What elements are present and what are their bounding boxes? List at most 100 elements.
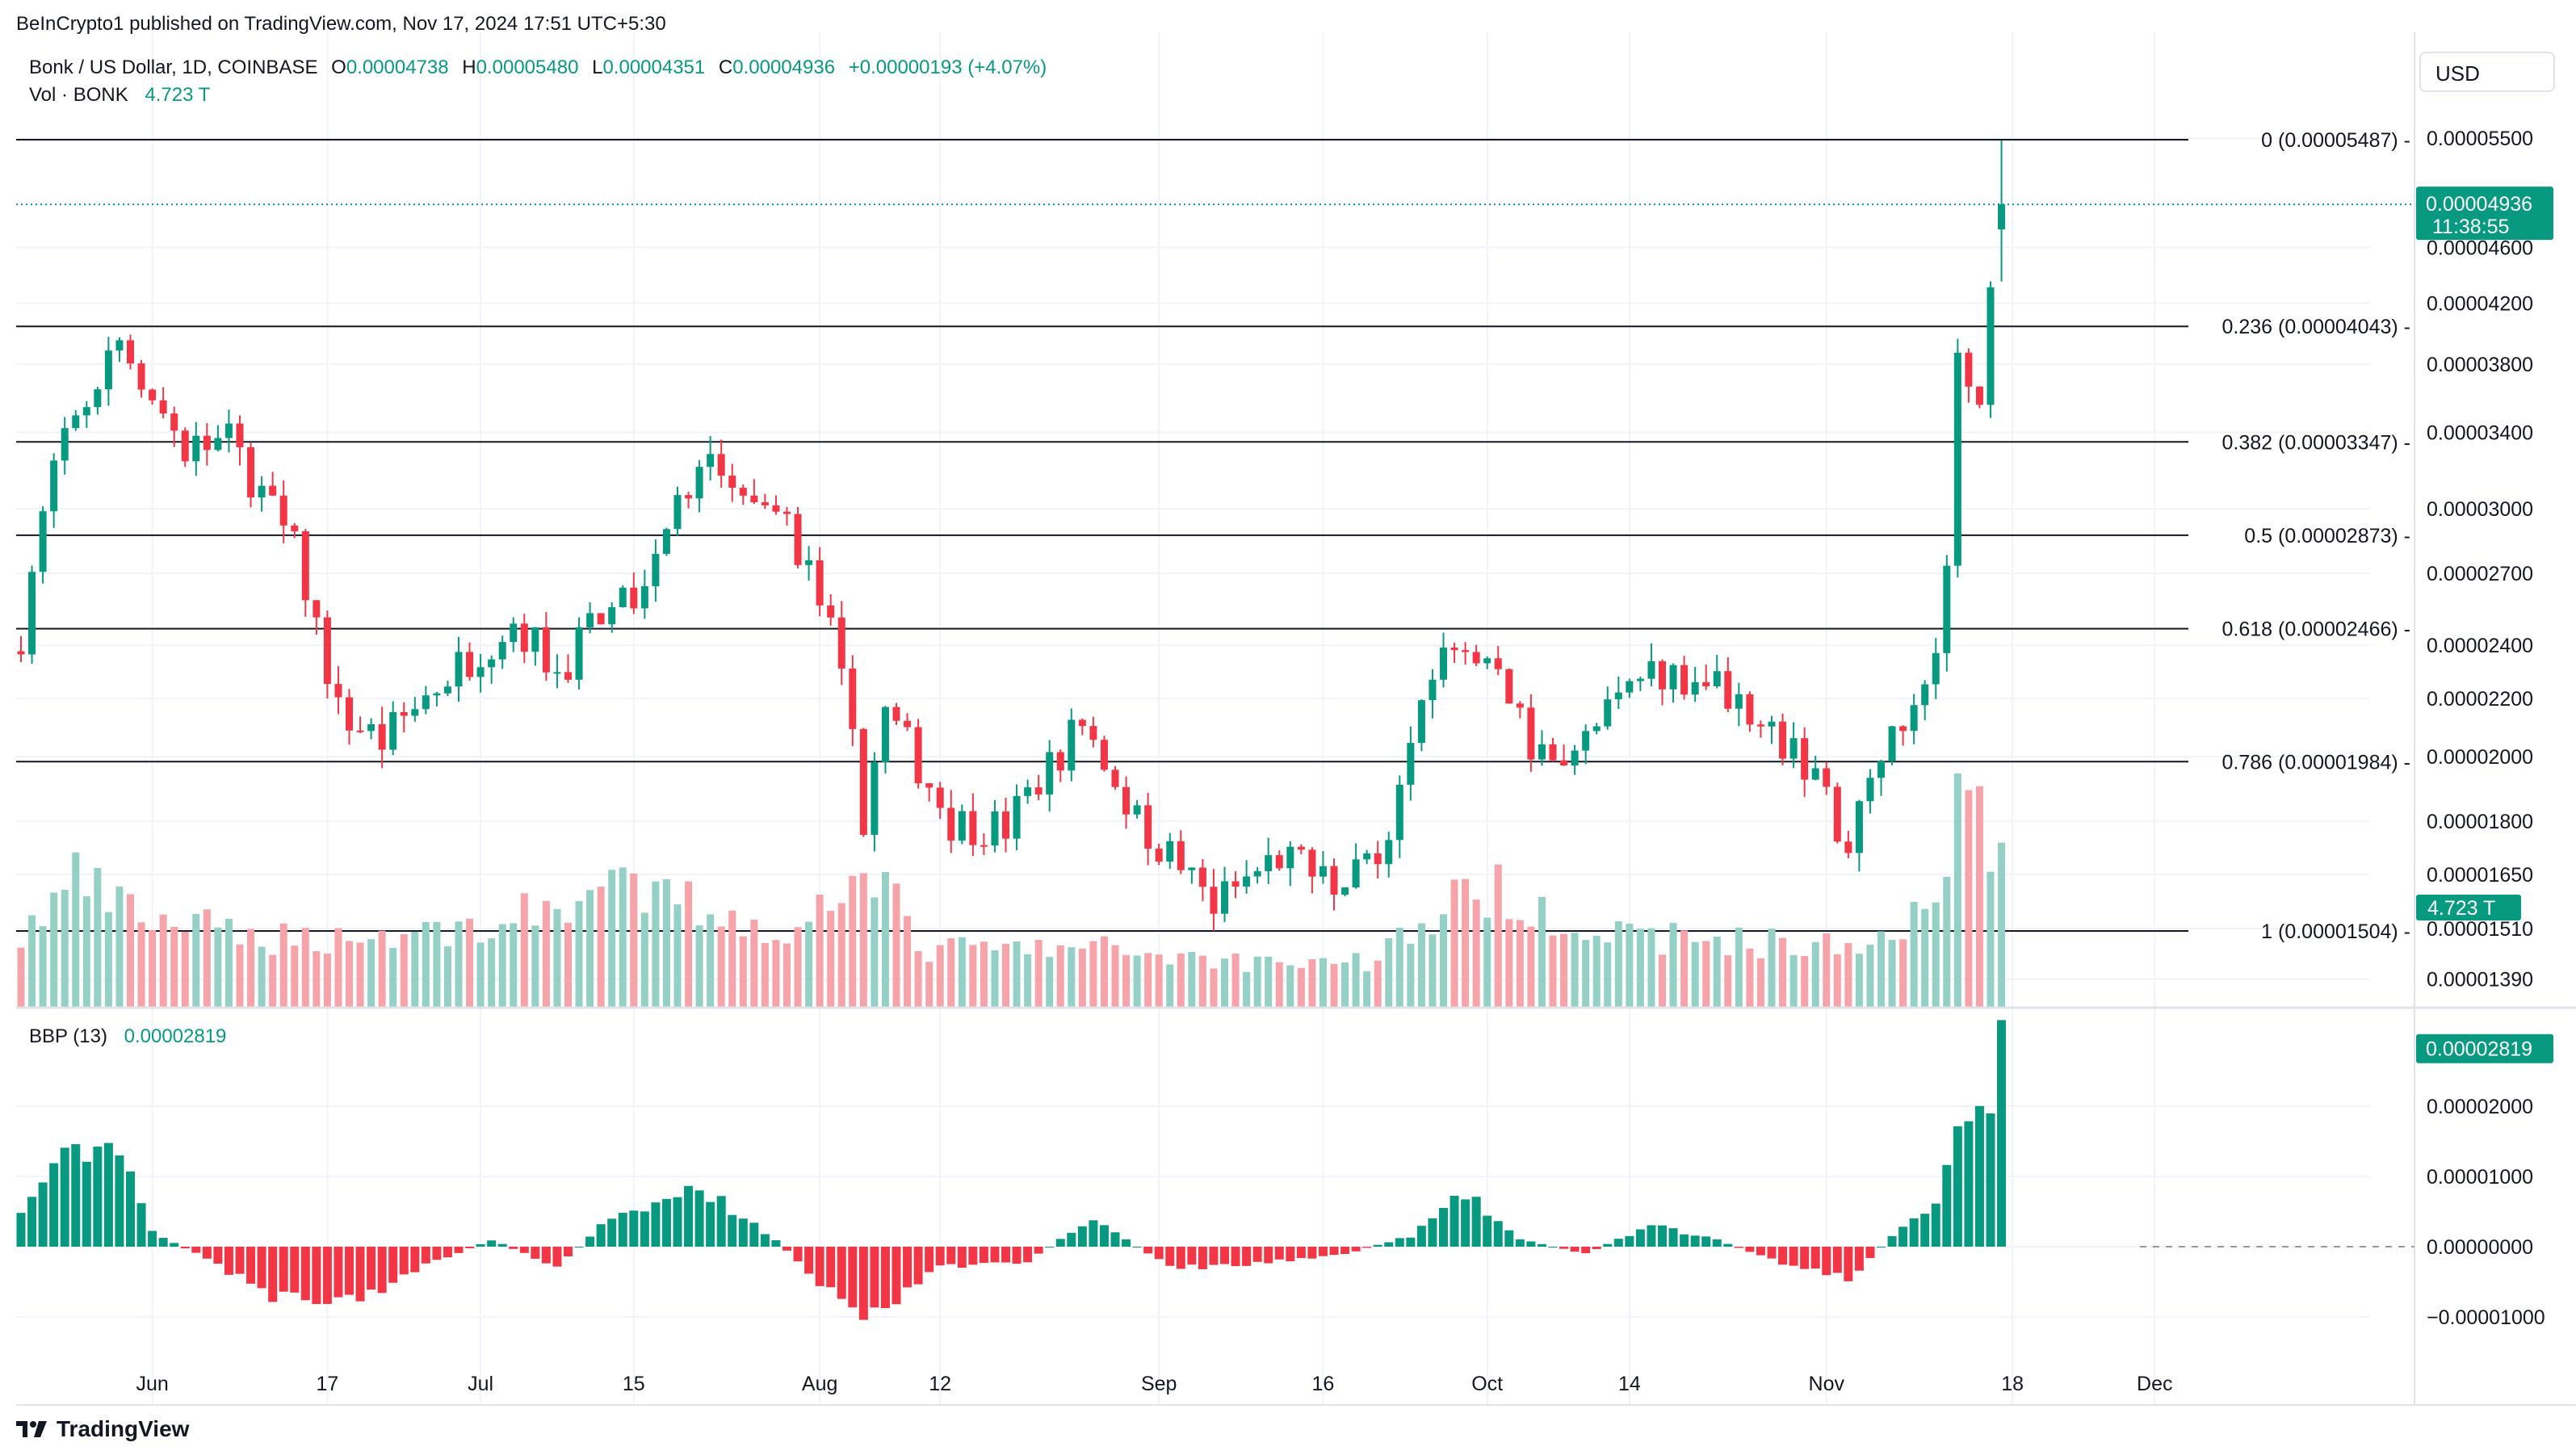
volume-bar bbox=[323, 954, 331, 1008]
candle-body bbox=[1823, 768, 1831, 787]
bbp-bar bbox=[257, 1247, 266, 1289]
volume-bar bbox=[728, 910, 736, 1008]
x-tick-label: Jul bbox=[468, 1373, 493, 1395]
bbp-bar bbox=[454, 1247, 464, 1253]
candle-body bbox=[892, 707, 900, 721]
candle-body bbox=[630, 587, 638, 609]
volume-label[interactable]: Vol · BONK bbox=[29, 84, 128, 106]
volume-bar bbox=[1013, 941, 1021, 1008]
bbp-bar bbox=[531, 1247, 540, 1259]
price-tick-label: 0.00002200 bbox=[2427, 688, 2533, 711]
volume-bar bbox=[50, 892, 58, 1008]
volume-bar bbox=[411, 931, 419, 1008]
candle-body bbox=[575, 627, 583, 680]
price-tick-label: 0.00004200 bbox=[2427, 292, 2533, 315]
bbp-bar bbox=[1603, 1243, 1613, 1247]
bbp-bar bbox=[684, 1185, 694, 1247]
candle-body bbox=[400, 712, 408, 716]
candle-body bbox=[269, 485, 277, 496]
candle-body bbox=[1953, 352, 1961, 566]
volume-bar bbox=[1253, 956, 1261, 1008]
indicator-header: BBP (13) 0.00002819 bbox=[29, 1025, 226, 1048]
candle-body bbox=[1680, 665, 1689, 695]
x-tick-label: 15 bbox=[623, 1373, 645, 1395]
volume-bar bbox=[1265, 956, 1273, 1008]
candle-body bbox=[662, 529, 670, 554]
bbp-bar bbox=[213, 1247, 223, 1264]
bbp-bar bbox=[706, 1201, 715, 1247]
bbp-bar bbox=[1515, 1239, 1525, 1247]
candle-body bbox=[1614, 692, 1622, 700]
x-tick-label: 14 bbox=[1618, 1373, 1641, 1395]
volume-bar bbox=[717, 926, 725, 1008]
bbp-bar bbox=[1800, 1247, 1810, 1269]
fib-level-label: 1 (0.00001504) - bbox=[2261, 920, 2410, 943]
volume-bar bbox=[685, 881, 693, 1008]
candle-body bbox=[1462, 650, 1470, 652]
candle-body bbox=[1374, 853, 1382, 865]
bbp-bar bbox=[322, 1247, 332, 1304]
bbp-bar bbox=[552, 1247, 562, 1267]
candle-body bbox=[1592, 726, 1601, 732]
candle-body bbox=[279, 495, 287, 526]
bbp-bar bbox=[618, 1213, 627, 1247]
candle-body bbox=[236, 423, 244, 447]
volume-bar bbox=[72, 852, 80, 1008]
bbp-bar bbox=[1231, 1247, 1240, 1267]
bbp-badge-value: 0.00002819 bbox=[2426, 1038, 2532, 1061]
x-tick-label: 17 bbox=[316, 1373, 338, 1395]
volume-bar bbox=[1571, 933, 1579, 1008]
candle-body bbox=[619, 587, 627, 607]
volume-bar bbox=[1756, 958, 1764, 1008]
candle-body bbox=[181, 430, 189, 462]
candle-body bbox=[1877, 761, 1885, 778]
candle-body bbox=[969, 811, 977, 845]
bbp-bar bbox=[585, 1236, 595, 1247]
bbp-bar bbox=[1898, 1226, 1908, 1247]
candle-body bbox=[422, 695, 430, 710]
bbp-bar bbox=[1077, 1226, 1087, 1247]
bbp-bar bbox=[771, 1240, 781, 1247]
candle-body bbox=[127, 340, 134, 364]
candle-body bbox=[947, 807, 955, 841]
volume-bar bbox=[542, 900, 550, 1008]
volume-bar bbox=[1724, 955, 1732, 1008]
tradingview-logo[interactable]: TradingView bbox=[16, 1416, 189, 1442]
volume-bar bbox=[783, 943, 791, 1008]
symbol-line[interactable]: Bonk / US Dollar, 1D, COINBASE bbox=[29, 57, 318, 78]
volume-bar bbox=[455, 921, 463, 1008]
volume-bar bbox=[673, 904, 682, 1008]
candle-body bbox=[1297, 846, 1305, 850]
bbp-bar bbox=[640, 1211, 649, 1247]
candle-body bbox=[695, 467, 703, 499]
candle-body bbox=[1724, 671, 1732, 709]
indicator-name[interactable]: BBP (13) bbox=[29, 1025, 107, 1047]
volume-bar bbox=[1998, 842, 2006, 1008]
fib-level-label: 0 (0.00005487) - bbox=[2261, 129, 2410, 152]
volume-bar bbox=[192, 913, 200, 1008]
volume-bar bbox=[1636, 929, 1644, 1008]
volume-bar bbox=[1308, 959, 1316, 1008]
candle-body bbox=[783, 511, 791, 514]
candle-body bbox=[1571, 750, 1579, 766]
candle-body bbox=[1450, 647, 1458, 651]
candle-body bbox=[1046, 752, 1054, 795]
candle-body bbox=[1034, 787, 1043, 795]
candle-body bbox=[980, 845, 988, 847]
volume-header: Vol · BONK 4.723 T bbox=[29, 84, 210, 107]
volume-bar bbox=[159, 914, 167, 1008]
bbp-bar bbox=[564, 1247, 573, 1257]
candle-body bbox=[1122, 786, 1131, 815]
volume-bar bbox=[269, 954, 277, 1008]
volume-bar bbox=[476, 942, 485, 1008]
bbp-bar bbox=[1165, 1247, 1175, 1266]
volume-bar bbox=[1450, 879, 1458, 1008]
candle-body bbox=[72, 415, 80, 429]
ohlc-h-label: H bbox=[462, 57, 476, 78]
bbp-bar bbox=[497, 1243, 507, 1247]
volume-bar bbox=[816, 895, 824, 1008]
candle-body bbox=[433, 693, 441, 696]
bbp-bar bbox=[1909, 1218, 1919, 1247]
currency-button[interactable]: USD bbox=[2419, 52, 2555, 92]
candle-body bbox=[1275, 855, 1283, 869]
